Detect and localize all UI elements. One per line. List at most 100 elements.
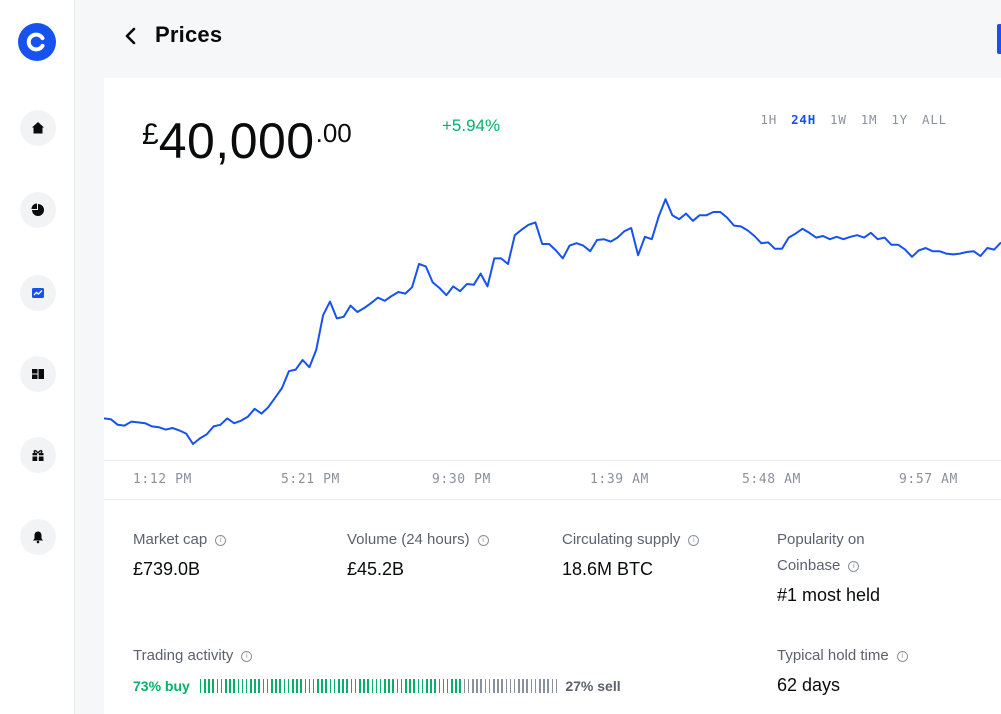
buy-tick: [329, 679, 332, 693]
x-axis: 1:12 PM 5:21 PM 9:30 PM 1:39 AM 5:48 AM 9:57 …: [104, 472, 1001, 492]
buy-tick: [233, 679, 235, 693]
sidebar-item-trade[interactable]: [20, 275, 56, 311]
sidebar-item-notifications[interactable]: [20, 519, 56, 555]
buy-tick: [271, 679, 273, 693]
sell-percentage: 27% sell: [565, 678, 621, 694]
sell-tick: [480, 679, 482, 693]
buy-tick: [287, 679, 290, 693]
range-24h[interactable]: 24H: [791, 112, 817, 127]
buy-tick: [199, 679, 202, 693]
sell-tick: [497, 679, 499, 693]
buy-tick: [245, 679, 248, 693]
buy-tick: [258, 679, 261, 693]
buy-tick: [396, 679, 399, 693]
sell-tick: [551, 679, 554, 693]
buy-tick: [446, 679, 449, 693]
time-range-selector: 1H 24H 1W 1M 1Y ALL: [760, 112, 947, 127]
buy-tick: [266, 679, 269, 693]
buy-tick: [254, 679, 256, 693]
info-icon[interactable]: i: [241, 650, 253, 662]
buy-tick: [363, 679, 365, 693]
sell-tick: [518, 679, 520, 693]
range-1y[interactable]: 1Y: [891, 112, 909, 127]
price-line: [104, 198, 1001, 445]
buy-tick: [212, 679, 214, 693]
buy-tick: [442, 679, 445, 693]
buy-tick: [241, 679, 244, 693]
range-1h[interactable]: 1H: [760, 112, 778, 127]
buy-tick: [358, 679, 361, 693]
price-chart[interactable]: [104, 188, 1001, 460]
gift-icon: [32, 450, 44, 461]
info-icon[interactable]: i: [477, 534, 489, 546]
stat-label: Volume (24 hours): [347, 531, 470, 548]
buy-tick: [388, 679, 390, 693]
buy-tick: [379, 679, 382, 693]
primary-action-button-edge[interactable]: [997, 24, 1001, 54]
coinbase-logo[interactable]: [18, 23, 56, 61]
buy-tick: [367, 679, 369, 693]
info-icon[interactable]: i: [215, 534, 227, 546]
stat-value: #1 most held: [777, 585, 881, 605]
stat-label: Trading activity: [133, 647, 234, 664]
range-1w[interactable]: 1W: [830, 112, 847, 127]
price-currency: £: [142, 118, 159, 151]
info-icon[interactable]: i: [848, 560, 860, 572]
x-tick-label: 1:12 PM: [133, 472, 192, 487]
info-icon[interactable]: i: [688, 534, 700, 546]
x-tick-label: 1:39 AM: [590, 472, 649, 487]
sell-tick: [543, 679, 545, 693]
sell-tick: [522, 679, 524, 693]
buy-tick: [455, 679, 457, 693]
price-card: £ 40,000 .00 +5.94% 1H 24H 1W 1M 1Y ALL 1:12 …: [104, 78, 1001, 714]
buy-tick: [451, 679, 453, 693]
stat-value: £45.2B: [347, 559, 405, 579]
buy-tick: [434, 679, 436, 693]
sell-tick: [505, 679, 508, 693]
current-price: £ 40,000 .00: [142, 110, 352, 170]
range-1m[interactable]: 1M: [860, 112, 878, 127]
buy-tick: [237, 679, 240, 693]
buy-sell-meter: [199, 679, 558, 693]
buy-tick: [409, 679, 411, 693]
buy-tick: [317, 679, 319, 693]
stat-value: 18.6M BTC: [562, 559, 654, 579]
buy-tick: [384, 679, 386, 693]
top-bar: Prices: [75, 0, 1001, 77]
stat-hold-time: Typical hold time i 62 days: [777, 643, 908, 696]
stats-divider: [104, 499, 1001, 500]
buy-tick: [220, 679, 223, 693]
price-whole: 40,000: [158, 113, 315, 169]
sell-tick: [501, 679, 503, 693]
sidebar-item-dashboard[interactable]: [20, 356, 56, 392]
buy-tick: [405, 679, 407, 693]
buy-tick: [262, 679, 265, 693]
stat-value: £739.0B: [133, 559, 201, 579]
buy-tick: [338, 679, 340, 693]
buy-tick: [400, 679, 403, 693]
buy-tick: [346, 679, 348, 693]
home-icon: [32, 122, 44, 134]
buy-tick: [371, 679, 374, 693]
sidebar-item-gift[interactable]: [20, 437, 56, 473]
stat-label: Popularity on: [777, 531, 865, 548]
chevron-left-icon: [125, 27, 136, 45]
sell-tick: [463, 679, 466, 693]
buy-tick: [250, 679, 252, 693]
dashboard-icon: [32, 369, 44, 379]
axis-divider: [104, 460, 1001, 461]
buy-tick: [417, 679, 420, 693]
coinbase-logo-icon: [26, 32, 45, 52]
range-all[interactable]: ALL: [922, 112, 947, 127]
sidebar-item-home[interactable]: [20, 110, 56, 146]
stat-market-cap: Market cap i £739.0B: [133, 527, 227, 580]
info-icon[interactable]: i: [896, 650, 908, 662]
stat-value: 62 days: [777, 675, 841, 695]
buy-percentage: 73% buy: [133, 678, 190, 694]
back-button[interactable]: [120, 22, 144, 50]
buy-tick: [275, 679, 277, 693]
sell-tick: [513, 679, 516, 693]
sidebar-item-portfolio[interactable]: [20, 192, 56, 228]
sell-tick: [484, 679, 487, 693]
sell-tick: [472, 679, 474, 693]
